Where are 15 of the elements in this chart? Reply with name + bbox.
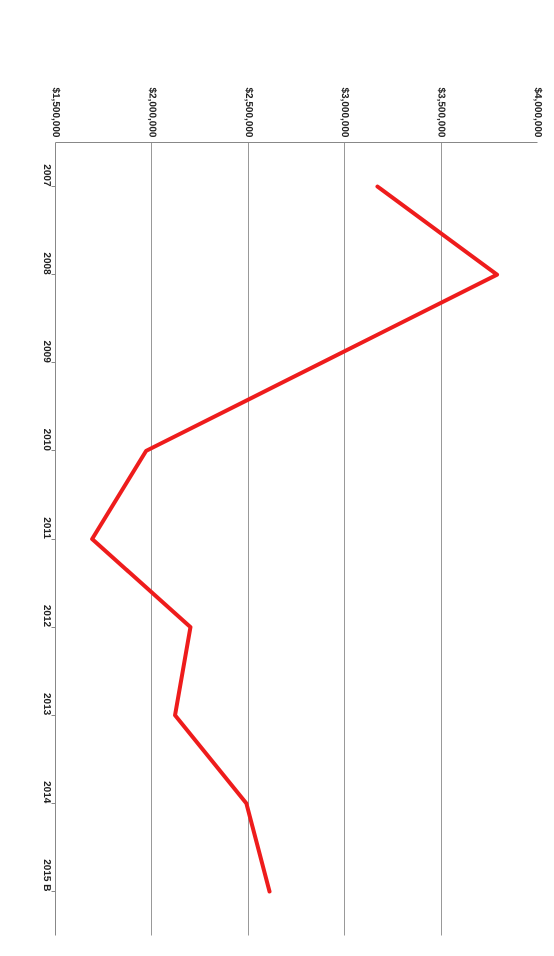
x-tick-label: $4,000,000 bbox=[532, 87, 543, 138]
y-tick-label: 2015 B bbox=[41, 859, 52, 892]
x-tick-label: $3,500,000 bbox=[436, 87, 447, 138]
x-tick-label: $2,500,000 bbox=[242, 87, 254, 138]
x-tick-label: $1,500,000 bbox=[50, 87, 61, 138]
y-tick-label: 2009 bbox=[41, 340, 52, 364]
y-tick-label: 2010 bbox=[41, 428, 52, 452]
y-tick-label: 2008 bbox=[41, 252, 52, 276]
y-tick-label: 2012 bbox=[41, 604, 52, 628]
y-tick-label: 2013 bbox=[41, 692, 52, 716]
x-tick-label: $3,000,000 bbox=[339, 87, 350, 138]
y-tick-label: 2011 bbox=[41, 517, 52, 540]
y-tick-label: 2014 bbox=[41, 781, 52, 804]
y-tick-label: 2007 bbox=[41, 164, 52, 187]
x-tick-label: $2,000,000 bbox=[146, 87, 158, 138]
